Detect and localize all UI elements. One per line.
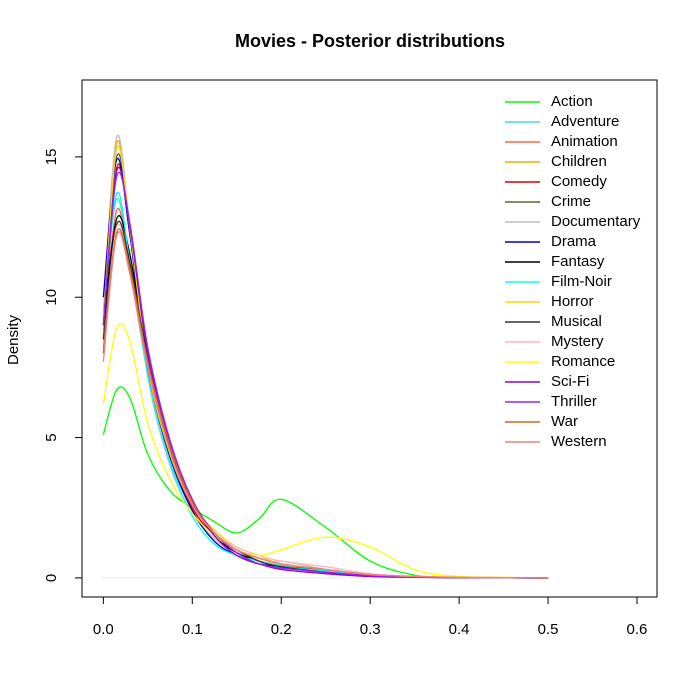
x-tick-label: 0.5: [538, 621, 559, 638]
density-line: [102, 171, 549, 579]
legend-label: Crime: [551, 193, 591, 210]
plot-frame: [81, 79, 658, 598]
legend-label: Western: [551, 433, 607, 450]
y-tick-label: 0: [43, 574, 60, 582]
y-tick-label: 15: [43, 149, 60, 166]
legend-label: Documentary: [551, 213, 641, 230]
legend-label: Children: [551, 153, 607, 170]
legend-label: Film-Noir: [551, 273, 612, 290]
legend-label: Drama: [551, 233, 597, 250]
legend-label: Adventure: [551, 113, 619, 130]
x-tick-label: 0.6: [627, 621, 648, 638]
chart-title: Movies - Posterior distributions: [235, 31, 505, 51]
x-tick-label: 0.1: [182, 621, 203, 638]
legend-label: War: [551, 413, 578, 430]
density-line: [102, 386, 549, 579]
legend-label: Animation: [551, 133, 618, 150]
x-tick-label: 0.2: [271, 621, 292, 638]
y-tick-label: 5: [43, 433, 60, 441]
x-tick-label: 0.3: [360, 621, 381, 638]
legend-label: Mystery: [551, 333, 604, 350]
y-tick-label: 10: [43, 289, 60, 306]
legend-label: Thriller: [551, 393, 597, 410]
y-axis-label: Density: [5, 314, 22, 365]
density-line: [102, 231, 549, 579]
legend-label: Sci-Fi: [551, 373, 589, 390]
legend-label: Comedy: [551, 173, 607, 190]
legend-label: Fantasy: [551, 253, 605, 270]
legend-label: Romance: [551, 353, 615, 370]
legend-label: Action: [551, 93, 593, 110]
x-tick-label: 0.0: [93, 621, 114, 638]
legend-label: Horror: [551, 293, 594, 310]
legend-label: Musical: [551, 313, 602, 330]
x-tick-label: 0.4: [449, 621, 470, 638]
